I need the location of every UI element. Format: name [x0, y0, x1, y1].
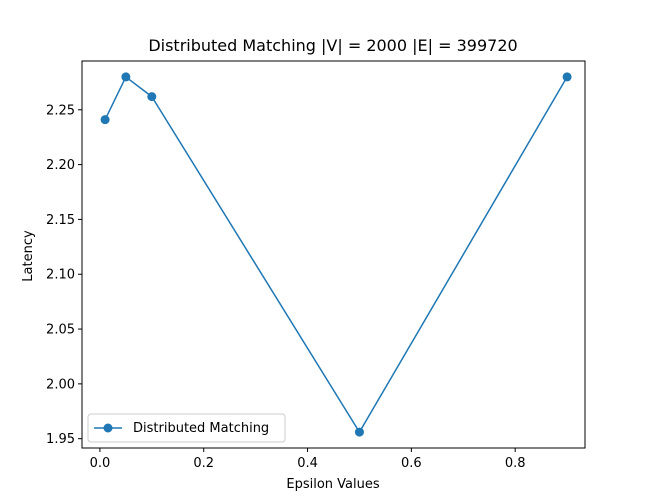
y-tick-label: 2.25 — [46, 103, 75, 118]
series-layer — [100, 72, 572, 437]
y-tick-label: 2.15 — [46, 213, 75, 228]
y-tick-label: 2.10 — [46, 268, 75, 283]
x-tick-label: 0.6 — [401, 456, 422, 471]
y-tick-label: 2.00 — [46, 377, 75, 392]
x-tick-label: 0.0 — [90, 456, 111, 471]
data-point — [100, 115, 110, 125]
y-tick-label: 2.05 — [46, 323, 75, 338]
y-axis-ticks: 1.95 2.00 2.05 2.10 2.15 2.20 2.25 — [46, 103, 82, 447]
y-tick-label: 1.95 — [46, 432, 75, 447]
data-point — [562, 72, 572, 82]
x-axis-label: Epsilon Values — [286, 477, 379, 492]
data-point — [354, 427, 364, 437]
legend-label: Distributed Matching — [133, 421, 269, 436]
data-point — [121, 72, 131, 82]
chart-title: Distributed Matching |V| = 2000 |E| = 39… — [148, 36, 517, 55]
data-point — [147, 92, 157, 102]
plot-area — [82, 61, 585, 448]
x-tick-label: 0.2 — [193, 456, 214, 471]
x-tick-label: 0.4 — [297, 456, 318, 471]
y-axis-label: Latency — [21, 230, 36, 282]
legend: Distributed Matching — [87, 413, 286, 443]
x-axis-ticks: 0.0 0.2 0.4 0.6 0.8 — [90, 448, 526, 471]
axes-frame — [81, 60, 586, 449]
legend-marker-swatch — [103, 423, 113, 433]
plot-background — [82, 61, 585, 448]
legend-box — [87, 413, 286, 443]
x-tick-label: 0.8 — [505, 456, 526, 471]
y-tick-label: 2.20 — [46, 158, 75, 173]
